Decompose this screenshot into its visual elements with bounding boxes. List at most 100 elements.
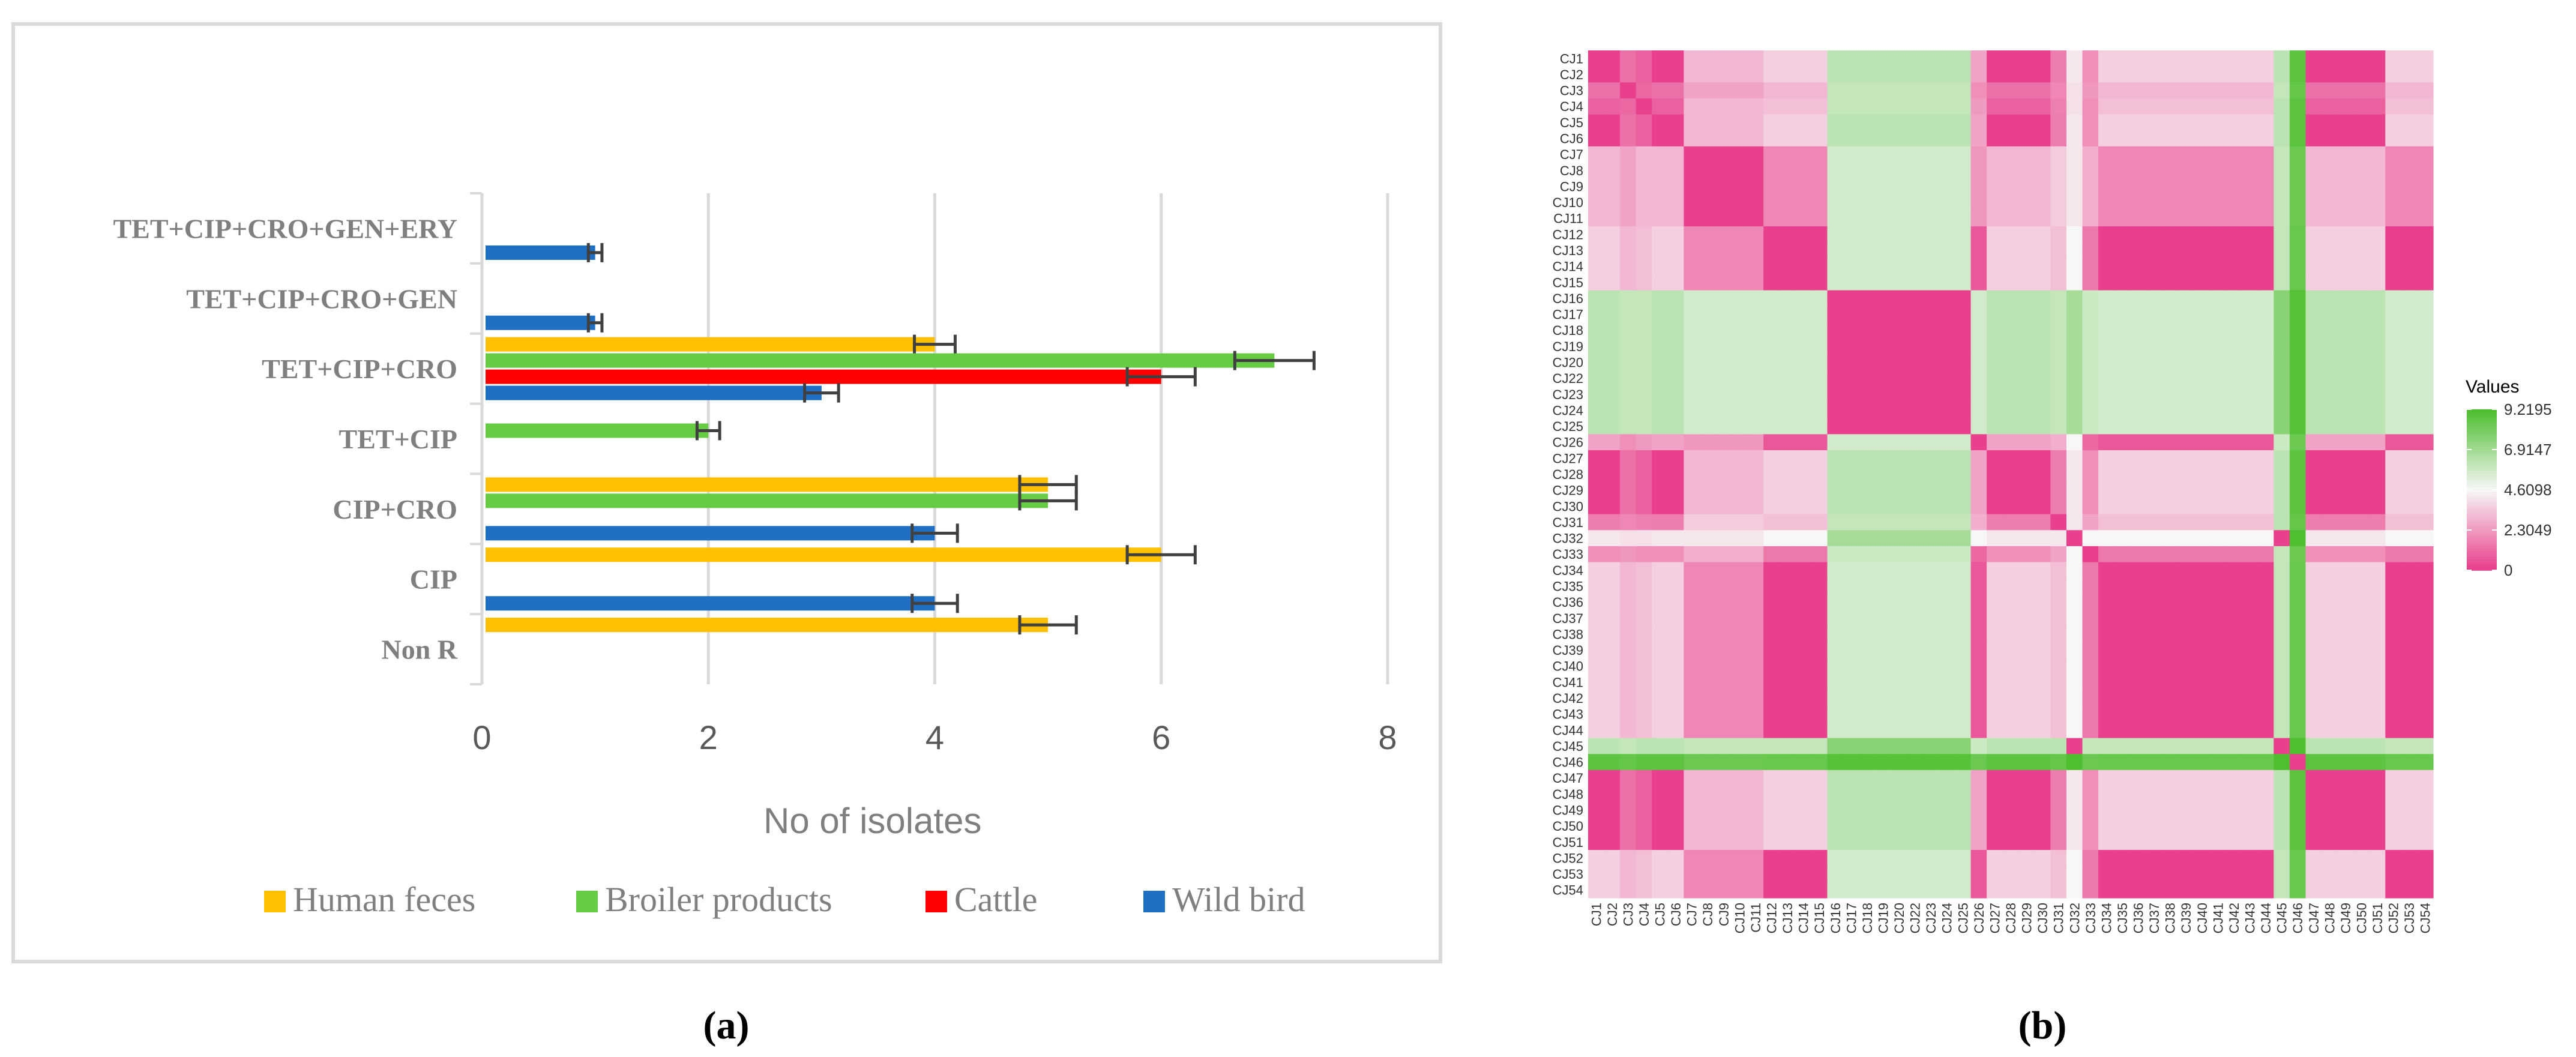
col-label-cj36: CJ36 xyxy=(2131,903,2146,933)
heatmap-cell xyxy=(2305,178,2322,194)
heatmap-cell xyxy=(2035,306,2051,322)
heatmap-cell xyxy=(2194,354,2210,370)
col-label-cj7: CJ7 xyxy=(1685,903,1700,926)
heatmap-cell xyxy=(2338,530,2354,546)
heatmap-cell xyxy=(2370,786,2386,803)
heatmap-cell xyxy=(2098,882,2114,898)
heatmap-cell xyxy=(1859,434,1876,450)
heatmap-cell xyxy=(2018,562,2035,579)
col-label-cj26: CJ26 xyxy=(1972,903,1987,933)
heatmap-cell xyxy=(1971,226,1987,242)
heatmap-cell xyxy=(2018,210,2035,226)
heatmap-cell xyxy=(2194,450,2210,466)
col-label-cj39: CJ39 xyxy=(2179,903,2194,933)
heatmap-cell xyxy=(2401,434,2418,450)
heatmap-cell xyxy=(1668,498,1684,514)
heatmap-cell xyxy=(1923,370,1939,387)
heatmap-cell xyxy=(2401,386,2418,402)
heatmap-cell xyxy=(1859,498,1876,514)
heatmap-cell xyxy=(1907,738,1923,754)
heatmap-cell xyxy=(2370,466,2386,483)
heatmap-cell xyxy=(2146,594,2162,610)
heatmap-cell xyxy=(1652,514,1668,531)
heatmap-cell xyxy=(2290,594,2306,610)
heatmap-cell xyxy=(2146,562,2162,579)
heatmap-cell xyxy=(2305,291,2322,307)
heatmap-cell xyxy=(1700,162,1716,178)
heatmap-cell xyxy=(2417,706,2433,722)
heatmap-cell xyxy=(1891,402,1907,418)
heatmap-cell xyxy=(1923,258,1939,274)
heatmap-cell xyxy=(2003,370,2019,387)
heatmap-cell xyxy=(1891,866,1907,882)
col-label-cj17: CJ17 xyxy=(1844,903,1859,933)
heatmap-cell xyxy=(2130,706,2146,722)
heatmap-cell xyxy=(2210,738,2226,754)
heatmap-cell xyxy=(1700,738,1716,754)
heatmap-cell xyxy=(1939,818,1955,834)
heatmap-cell xyxy=(1604,130,1621,146)
heatmap-cell xyxy=(1748,434,1764,450)
heatmap-cell xyxy=(2178,642,2194,658)
row-label-cj6: CJ6 xyxy=(1560,131,1583,146)
heatmap-cell xyxy=(2370,402,2386,418)
heatmap-cell xyxy=(1588,226,1604,242)
heatmap-cell xyxy=(1843,210,1859,226)
heatmap-cell xyxy=(2114,354,2131,370)
heatmap-cell xyxy=(1604,82,1621,98)
heatmap-cell xyxy=(2242,770,2258,786)
heatmap-cell xyxy=(1604,226,1621,242)
heatmap-cell xyxy=(1780,242,1796,259)
heatmap-cell xyxy=(1971,642,1987,658)
heatmap-cell xyxy=(2130,690,2146,706)
heatmap-cell xyxy=(1827,82,1843,98)
heatmap-cell xyxy=(1987,146,2003,163)
heatmap-cell xyxy=(1588,162,1604,178)
heatmap-cell xyxy=(2035,690,2051,706)
heatmap-cell xyxy=(1827,115,1843,131)
heatmap-cell xyxy=(2370,834,2386,850)
heatmap-cell xyxy=(1732,802,1748,818)
heatmap-cell xyxy=(2305,322,2322,339)
heatmap-cell xyxy=(2305,258,2322,274)
heatmap-cell xyxy=(2385,738,2401,754)
heatmap-cell xyxy=(1732,322,1748,339)
heatmap-cell xyxy=(1780,210,1796,226)
heatmap-cell xyxy=(2226,274,2242,291)
heatmap-cell xyxy=(2146,770,2162,786)
heatmap-cell xyxy=(1955,162,1971,178)
heatmap-cell xyxy=(2035,450,2051,466)
legend-value-label: 4.6098 xyxy=(2504,481,2552,499)
heatmap-cell xyxy=(1827,210,1843,226)
heatmap-cell xyxy=(2226,386,2242,402)
bar-broiler-products-tet-cip-cro xyxy=(486,354,1274,368)
heatmap-cell xyxy=(2353,339,2370,355)
heatmap-cell xyxy=(2322,50,2338,67)
heatmap-cell xyxy=(2305,514,2322,531)
heatmap-cell xyxy=(1763,786,1780,803)
heatmap-cell xyxy=(1684,866,1700,882)
heatmap-cell xyxy=(1620,834,1636,850)
heatmap-cell xyxy=(1716,386,1732,402)
heatmap-cell xyxy=(1668,802,1684,818)
heatmap-cell xyxy=(1668,834,1684,850)
heatmap-cell xyxy=(1780,610,1796,626)
heatmap-cell xyxy=(2385,162,2401,178)
heatmap-cell xyxy=(2018,834,2035,850)
row-label-cj39: CJ39 xyxy=(1553,643,1583,658)
heatmap-cell xyxy=(2098,402,2114,418)
heatmap-cell xyxy=(1955,434,1971,450)
heatmap-cell xyxy=(1700,498,1716,514)
heatmap-cell xyxy=(1811,274,1828,291)
heatmap-cell xyxy=(1604,658,1621,674)
heatmap-cell xyxy=(2114,322,2131,339)
heatmap-cell xyxy=(2290,530,2306,546)
heatmap-cell xyxy=(2370,98,2386,115)
heatmap-cell xyxy=(2098,115,2114,131)
heatmap-cell xyxy=(2035,594,2051,610)
heatmap-cell xyxy=(1620,370,1636,387)
heatmap-cell xyxy=(1859,866,1876,882)
heatmap-cell xyxy=(1652,339,1668,355)
heatmap-cell xyxy=(1716,434,1732,450)
heatmap-cell xyxy=(2258,450,2274,466)
